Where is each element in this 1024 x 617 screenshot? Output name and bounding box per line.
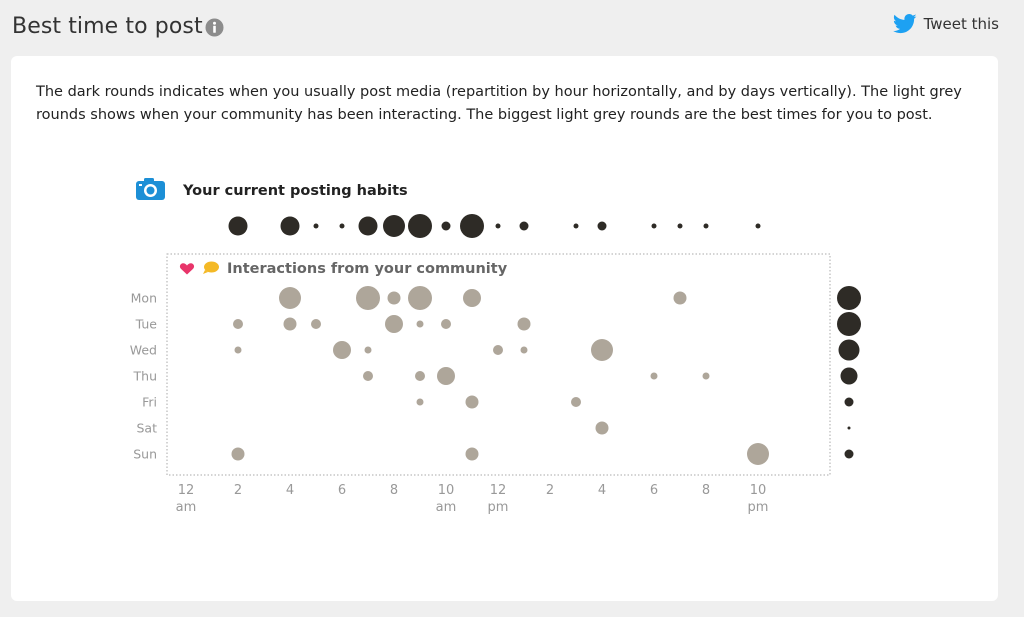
x-tick-label: 6: [650, 483, 658, 498]
x-tick-label: 4: [286, 483, 294, 498]
day-label: Wed: [130, 343, 157, 358]
x-tick-label: 8: [390, 483, 398, 498]
posting-hour-dot: [755, 223, 761, 229]
best-time-card: The dark rounds indicates when you usual…: [11, 56, 998, 601]
interaction-dot: [702, 372, 710, 380]
posting-hour-dot: [313, 223, 319, 229]
x-tick-sublabel: pm: [748, 500, 769, 515]
posting-by-hour: [228, 214, 761, 238]
x-tick-label: 10: [750, 483, 767, 498]
interaction-dot: [465, 447, 479, 461]
interactions-frame: [166, 253, 831, 476]
speech-bubble-icon: [203, 261, 219, 274]
interaction-dot: [416, 320, 424, 328]
posting-habits-title: Your current posting habits: [182, 183, 408, 199]
interaction-dot: [416, 398, 424, 406]
x-tick-label: 12: [178, 483, 195, 498]
interaction-dot: [571, 397, 581, 407]
interaction-dot: [520, 346, 528, 354]
interaction-dot: [363, 371, 373, 381]
interaction-dot: [279, 287, 301, 309]
interaction-dot: [650, 372, 658, 380]
interaction-dot: [673, 291, 687, 305]
interaction-dot: [311, 319, 321, 329]
interaction-dot: [364, 346, 372, 354]
posting-hour-dot: [573, 223, 579, 229]
posting-day-dot: [840, 367, 858, 385]
posting-hour-dot: [408, 214, 432, 238]
posting-day-dot: [837, 286, 861, 310]
posting-by-day: [837, 286, 861, 459]
posting-hour-dot: [651, 223, 657, 229]
interaction-dot: [231, 447, 245, 461]
camera-icon: [136, 178, 165, 200]
day-label: Mon: [131, 291, 157, 306]
posting-day-dot: [844, 449, 854, 459]
interaction-dot: [233, 319, 243, 329]
day-label: Tue: [135, 317, 158, 332]
interaction-dot: [234, 346, 242, 354]
posting-hour-dot: [677, 223, 683, 229]
posting-habits-header: Your current posting habits: [136, 178, 408, 200]
interaction-dot: [356, 286, 380, 310]
x-tick-label: 6: [338, 483, 346, 498]
interaction-dot: [437, 367, 455, 385]
posting-hour-dot: [703, 223, 709, 229]
interaction-dot: [493, 345, 503, 355]
posting-hour-dot: [519, 221, 529, 231]
day-label: Sun: [133, 447, 157, 462]
x-tick-label: 2: [546, 483, 554, 498]
posting-day-dot: [838, 339, 860, 361]
tweet-this-button[interactable]: Tweet this: [892, 14, 999, 34]
x-tick-sublabel: am: [436, 500, 457, 515]
day-label: Thu: [133, 369, 157, 384]
x-tick-label: 8: [702, 483, 710, 498]
x-tick-label: 2: [234, 483, 242, 498]
posting-hour-dot: [441, 221, 451, 231]
heart-icon: [179, 263, 195, 275]
page-title: Best time to post: [12, 14, 203, 39]
posting-day-dot: [837, 312, 861, 336]
info-icon[interactable]: [205, 18, 224, 37]
posting-hour-dot: [228, 216, 248, 236]
x-tick-sublabel: am: [176, 500, 197, 515]
interaction-dot: [333, 341, 351, 359]
x-axis: 12 am 2 4 6 8 10 am 12 pm 2 4 6 8 10 pm: [176, 483, 769, 515]
x-tick-sublabel: pm: [488, 500, 509, 515]
day-label: Fri: [142, 395, 157, 410]
interactions-header: Interactions from your community: [179, 261, 508, 277]
day-label: Sat: [137, 421, 158, 436]
day-labels: Mon Tue Wed Thu Fri Sat Sun: [130, 291, 158, 462]
interactions-title: Interactions from your community: [227, 261, 508, 277]
interaction-dot: [283, 317, 297, 331]
x-tick-label: 10: [438, 483, 455, 498]
interaction-dot: [463, 289, 481, 307]
interaction-dot: [747, 443, 769, 465]
posting-day-dot: [847, 426, 851, 430]
interaction-dot: [441, 319, 451, 329]
interaction-dot: [517, 317, 531, 331]
interaction-dot: [408, 286, 432, 310]
interaction-dot: [591, 339, 613, 361]
posting-hour-dot: [383, 215, 405, 237]
interaction-dot: [385, 315, 403, 333]
posting-hour-dot: [460, 214, 484, 238]
posting-day-dot: [844, 397, 854, 407]
interaction-dot: [595, 421, 609, 435]
interaction-dot: [387, 291, 401, 305]
x-tick-label: 4: [598, 483, 606, 498]
interaction-dot: [465, 395, 479, 409]
posting-hour-dot: [495, 223, 501, 229]
interaction-dots: [231, 286, 769, 465]
interaction-dot: [415, 371, 425, 381]
tweet-this-label: Tweet this: [923, 15, 999, 33]
chart-description: The dark rounds indicates when you usual…: [36, 84, 962, 123]
posting-hour-dot: [280, 216, 300, 236]
posting-hour-dot: [358, 216, 378, 236]
twitter-bird-icon: [892, 14, 917, 34]
x-tick-label: 12: [490, 483, 507, 498]
posting-hour-dot: [339, 223, 345, 229]
posting-hour-dot: [597, 221, 607, 231]
